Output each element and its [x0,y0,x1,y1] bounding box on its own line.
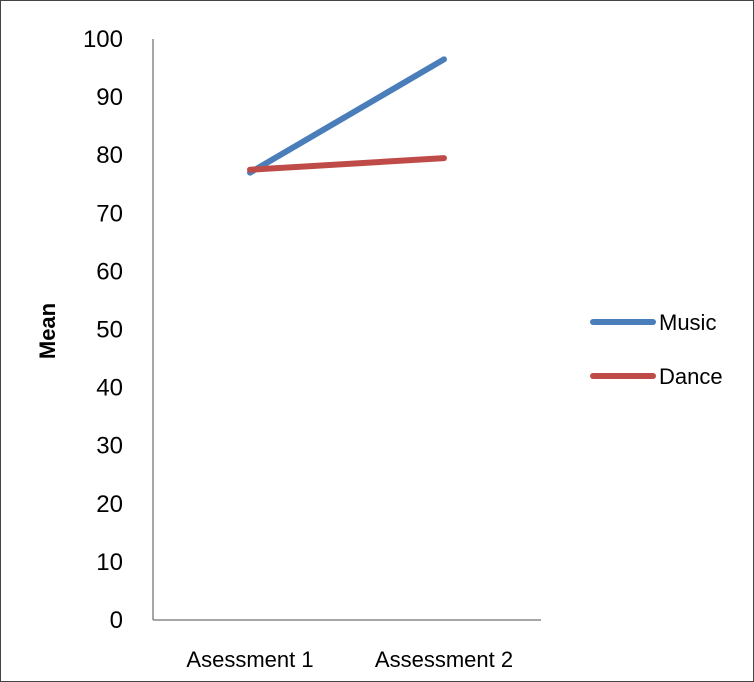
legend-label-dance: Dance [659,364,723,389]
series-line-music [247,56,447,176]
y-tick-label: 60 [96,258,123,285]
y-tick-label: 100 [83,26,123,53]
y-axis-label: Mean [35,303,60,359]
x-tick-labels: Asessment 1 Assessment 2 [186,647,513,672]
y-tick-labels: 0 10 20 30 40 50 60 70 80 90 100 [83,26,123,634]
y-tick-label: 40 [96,375,123,402]
y-tick-label: 70 [96,200,123,227]
y-tick-label: 90 [96,84,123,111]
series-lines [247,56,447,176]
y-tick-label: 20 [96,491,123,518]
y-tick-label: 30 [96,433,123,460]
legend-label-music: Music [659,310,716,335]
series-line-dance [247,155,447,173]
y-tick-label: 80 [96,142,123,169]
axes [152,39,541,621]
y-tick-label: 50 [96,317,123,344]
y-tick-label: 10 [96,549,123,576]
x-tick-label: Assessment 2 [375,647,513,672]
legend: Music Dance [590,310,723,389]
x-tick-label: Asessment 1 [186,647,313,672]
y-tick-label: 0 [110,607,123,634]
